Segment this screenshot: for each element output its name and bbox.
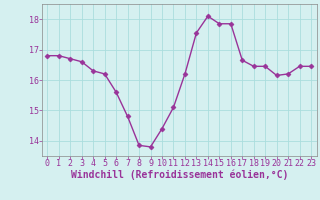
- X-axis label: Windchill (Refroidissement éolien,°C): Windchill (Refroidissement éolien,°C): [70, 169, 288, 180]
